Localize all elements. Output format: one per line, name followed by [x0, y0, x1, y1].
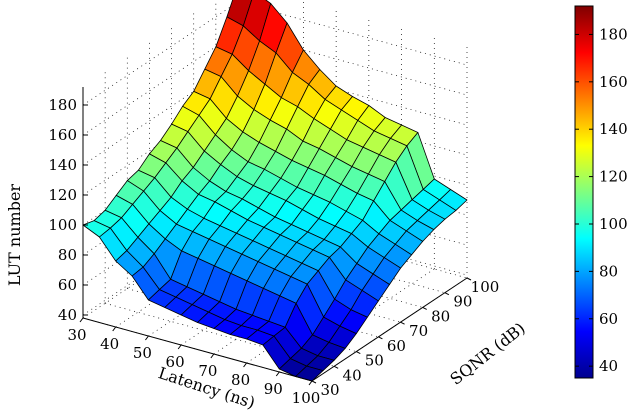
x-tick	[177, 344, 182, 350]
x-tick	[79, 317, 84, 323]
colorbar: 40 60 80 100 120 140 160 180	[574, 5, 628, 379]
y-tick-label: 60	[387, 337, 406, 355]
y-tick	[333, 365, 339, 369]
x-tick	[243, 362, 247, 368]
colorbar-gradient	[574, 5, 594, 379]
x-tick-label: 100	[292, 389, 321, 407]
y-tick	[378, 336, 383, 340]
x-tick-label: 40	[100, 335, 119, 353]
grid-line	[279, 268, 435, 373]
y-tick	[466, 277, 472, 281]
x-tick-label: 50	[133, 344, 152, 362]
z-tick-label: 80	[58, 246, 77, 264]
x-tick-label: 90	[264, 380, 283, 398]
x-tick-label: 80	[231, 371, 250, 389]
colorbar-tick-label: 180	[599, 25, 628, 43]
x-tick-label: 30	[67, 326, 86, 344]
z-tick-label: 140	[48, 156, 77, 174]
y-tick	[422, 306, 427, 310]
y-axis-line	[311, 277, 468, 382]
colorbar-tick-label: 160	[599, 73, 628, 91]
y-tick	[311, 380, 317, 384]
y-axis-label: SQNR (dB)	[446, 319, 528, 389]
z-tick-label: 160	[48, 126, 77, 144]
y-tick-label: 40	[343, 366, 362, 384]
x-tick	[308, 380, 313, 386]
y-tick-label: 80	[431, 307, 450, 325]
axes-front: 30 40 50 60 70 80 90 100 30405060708090100406080…	[48, 87, 499, 407]
x-tick-label: 60	[166, 353, 185, 371]
x-tick	[145, 335, 149, 341]
y-tick	[444, 292, 450, 296]
z-tick-label: 60	[58, 276, 77, 294]
z-axis-label: LUT number	[5, 184, 24, 286]
y-tick-label: 70	[409, 322, 428, 340]
y-tick-label: 90	[453, 293, 472, 311]
z-tick-label: 180	[48, 96, 77, 114]
colorbar-ticks: 40 60 80 100 120 140 160 180	[575, 25, 628, 375]
colorbar-tick-label: 60	[599, 310, 618, 328]
x-tick-label: 70	[198, 362, 217, 380]
z-tick-label: 40	[58, 306, 77, 324]
y-tick	[356, 351, 361, 355]
y-tick-label: 50	[365, 352, 384, 370]
x-tick	[275, 371, 280, 377]
colorbar-tick-label: 120	[599, 168, 628, 186]
y-tick	[400, 321, 405, 325]
x-tick	[112, 326, 117, 332]
y-tick-label: 100	[471, 278, 500, 296]
z-tick-label: 100	[48, 216, 77, 234]
colorbar-tick-label: 140	[599, 120, 628, 138]
x-axis-line	[82, 317, 313, 382]
surface-plot	[82, 0, 468, 382]
colorbar-tick-label: 80	[599, 262, 618, 280]
y-tick-label: 30	[320, 381, 339, 399]
z-tick-label: 120	[48, 186, 77, 204]
x-tick	[210, 353, 215, 359]
colorbar-tick-label: 40	[599, 357, 618, 375]
colorbar-tick-label: 100	[599, 215, 628, 233]
